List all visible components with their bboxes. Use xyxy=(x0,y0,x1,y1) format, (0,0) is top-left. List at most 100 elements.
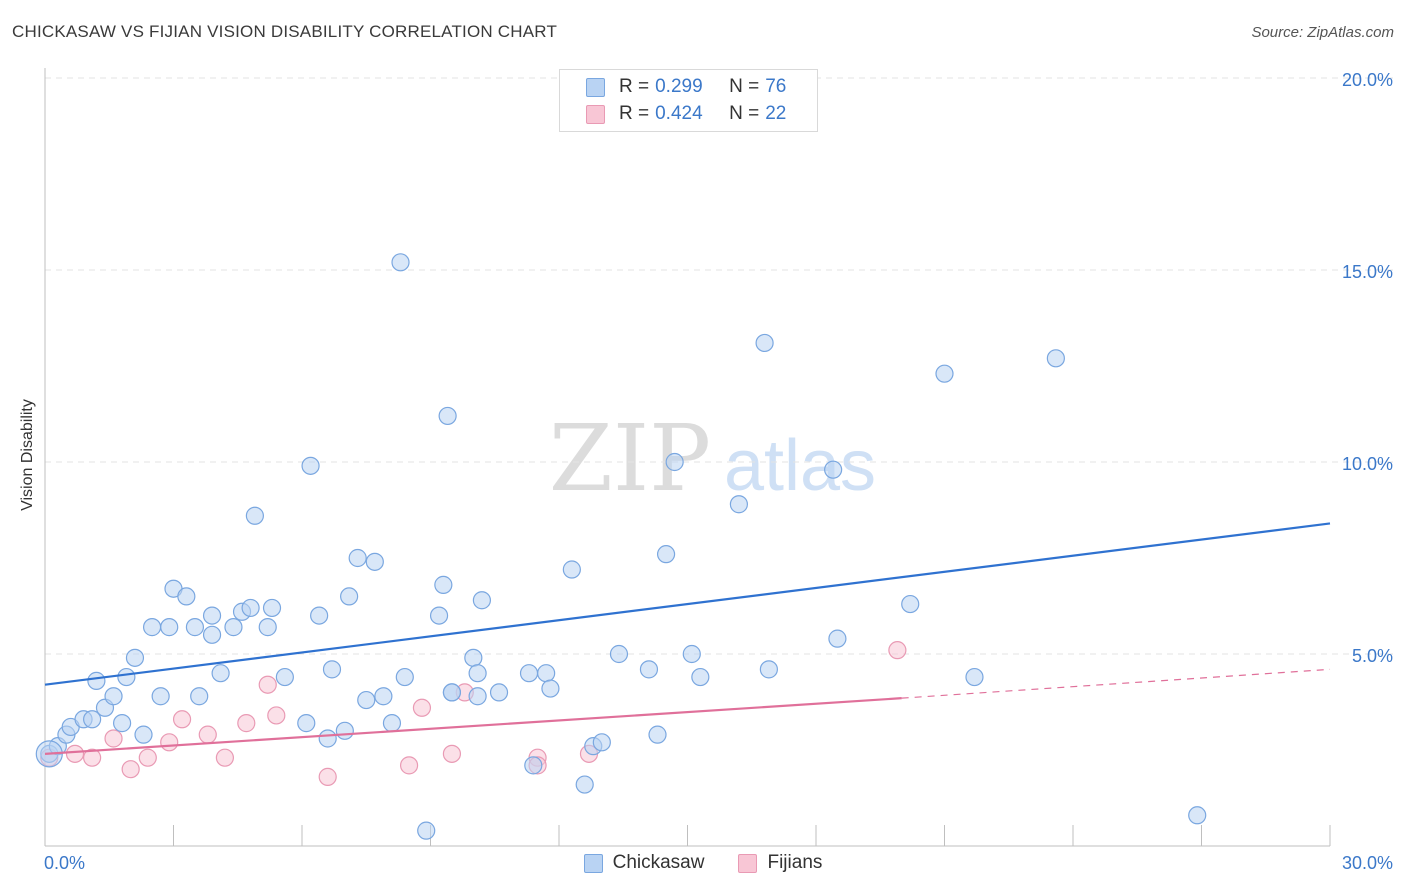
chickasaw-point xyxy=(824,460,843,479)
chickasaw-swatch xyxy=(583,853,603,873)
chickasaw-point xyxy=(901,594,920,614)
chickasaw-point xyxy=(224,618,243,637)
chickasaw-point xyxy=(83,710,102,729)
trend-lines xyxy=(44,522,1331,755)
y-tick-labels: 5.0% 10.0% 15.0% 20.0% xyxy=(1342,70,1393,666)
chickasaw-point xyxy=(301,456,320,475)
chickasaw-point xyxy=(310,606,329,625)
r-label: R = xyxy=(619,76,650,97)
watermark-atlas: atlas xyxy=(724,426,876,506)
y-tick-label: 5.0% xyxy=(1352,646,1393,666)
chickasaw-point xyxy=(202,606,222,625)
fijians-swatch xyxy=(586,104,605,124)
chickasaw-point xyxy=(382,714,402,733)
legend-row-chickasaw: R = 0.299 N = 76 xyxy=(586,75,786,99)
correlation-legend: R = 0.299 N = 76 R = 0.424 N = 22 xyxy=(559,69,818,132)
legend-item-chickasaw: Chickasaw xyxy=(583,852,705,874)
fijians-point xyxy=(104,729,123,748)
fijians-trend-extension xyxy=(901,668,1331,699)
y-tick-label: 15.0% xyxy=(1342,262,1393,282)
chickasaw-point xyxy=(575,775,594,794)
fijians-point xyxy=(83,748,102,767)
fijians-point xyxy=(160,733,179,752)
chickasaw-point xyxy=(190,687,209,706)
watermark: ZIP atlas xyxy=(549,405,876,512)
chickasaw-point xyxy=(489,683,509,702)
chickasaw-point xyxy=(112,714,132,733)
legend-label-chickasaw: Chickasaw xyxy=(612,852,705,873)
watermark-zip: ZIP xyxy=(549,405,711,512)
chickasaw-point xyxy=(185,618,205,637)
chickasaw-point xyxy=(592,733,611,752)
chickasaw-point xyxy=(442,683,462,702)
chickasaw-point xyxy=(340,587,359,606)
chickasaw-point xyxy=(417,821,436,840)
chickasaw-point xyxy=(965,667,984,687)
chickasaw-point xyxy=(104,687,123,706)
y-tick-label: 10.0% xyxy=(1342,454,1393,474)
x-tick-label-max: 30.0% xyxy=(1342,853,1393,873)
chickasaw-point xyxy=(468,687,487,706)
chickasaw-point xyxy=(142,618,162,637)
chickasaw-point xyxy=(125,648,145,667)
chickasaw-point xyxy=(434,575,453,594)
y-tick-label: 20.0% xyxy=(1342,70,1393,90)
fijians-point xyxy=(399,756,419,775)
chickasaw-point xyxy=(828,629,847,648)
chickasaw-point xyxy=(357,690,376,710)
chickasaw-point xyxy=(160,618,179,637)
chickasaw-point xyxy=(318,729,337,748)
fijians-point xyxy=(172,710,192,729)
chickasaw-point xyxy=(1046,349,1065,368)
fijians-point xyxy=(215,748,234,767)
chickasaw-point xyxy=(258,618,277,637)
chickasaw-point xyxy=(134,725,153,744)
chickasaw-point xyxy=(211,664,230,683)
legend-item-fijians: Fijians xyxy=(738,852,822,874)
chickasaw-point xyxy=(262,598,282,618)
fijians-point xyxy=(121,760,140,779)
chickasaw-point xyxy=(524,756,543,775)
fijians-point xyxy=(442,744,462,763)
fijians-point xyxy=(237,714,256,733)
r-value: 0.299 xyxy=(655,76,703,97)
r-value: 0.424 xyxy=(655,103,703,124)
gridlines xyxy=(45,77,1395,655)
chickasaw-point xyxy=(322,660,342,679)
legend-row-fijians: R = 0.424 N = 22 xyxy=(586,102,786,126)
n-label: N = xyxy=(729,103,760,124)
chickasaw-point xyxy=(151,687,170,706)
chickasaw-point xyxy=(682,644,701,664)
chickasaw-point xyxy=(87,671,106,690)
fijians-trend-line xyxy=(44,697,902,755)
r-label: R = xyxy=(619,103,650,124)
fijians-point xyxy=(412,698,432,717)
chickasaw-point xyxy=(759,660,778,679)
chickasaw-point xyxy=(755,333,774,353)
chickasaw-point xyxy=(729,495,749,514)
chickasaw-point xyxy=(472,591,491,610)
x-tick-labels: 0.0% 30.0% xyxy=(44,853,1393,873)
chickasaw-point xyxy=(177,587,196,606)
n-value: 76 xyxy=(765,76,787,97)
chickasaw-point xyxy=(609,644,629,664)
series-legend: Chickasaw Fijians xyxy=(0,852,1406,874)
chickasaw-point xyxy=(241,598,260,618)
n-value: 22 xyxy=(765,103,787,124)
fijians-point xyxy=(888,641,907,660)
fijians-point xyxy=(267,706,286,725)
fijians-point xyxy=(198,725,217,744)
fijians-swatch xyxy=(738,853,758,873)
chickasaw-point xyxy=(639,660,659,679)
chickasaw-point xyxy=(335,721,354,740)
fijians-point xyxy=(138,748,157,767)
fijians-point xyxy=(258,675,277,694)
fijians-point xyxy=(318,767,337,786)
chickasaw-point xyxy=(464,648,483,667)
chickasaw-point xyxy=(348,548,367,568)
chickasaw-point xyxy=(665,452,684,472)
chickasaw-point xyxy=(519,664,539,683)
chart-title: CHICKASAW VS FIJIAN VISION DISABILITY CO… xyxy=(12,22,558,41)
chickasaw-point xyxy=(374,687,393,706)
